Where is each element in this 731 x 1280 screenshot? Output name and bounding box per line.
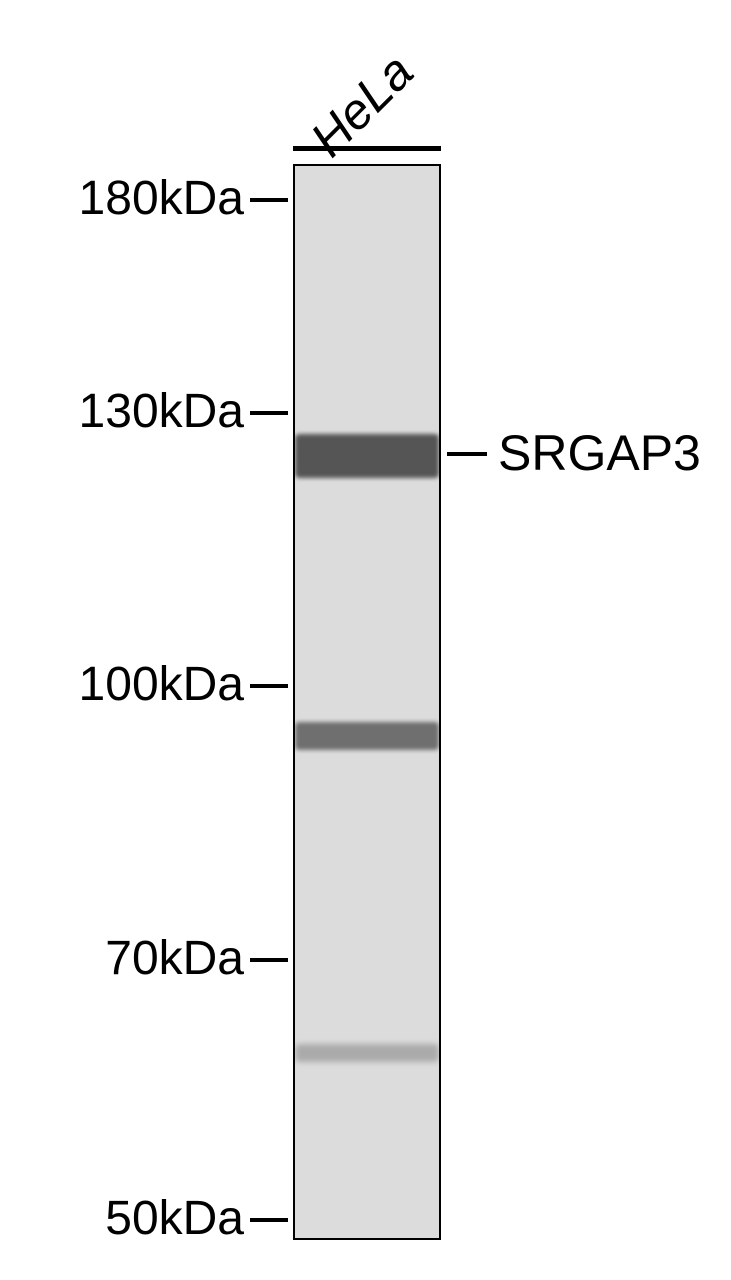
band-secondary-1	[295, 722, 439, 750]
mw-label-2: 100kDa	[79, 657, 244, 712]
target-tick	[447, 452, 487, 456]
western-blot-figure: HeLa 180kDa 130kDa 100kDa 70kDa 50kDa SR…	[0, 0, 731, 1280]
mw-tick-4	[250, 1218, 288, 1222]
mw-label-4: 50kDa	[105, 1191, 244, 1246]
target-label: SRGAP3	[498, 424, 701, 482]
mw-label-1: 130kDa	[79, 384, 244, 439]
mw-tick-3	[250, 958, 288, 962]
mw-tick-1	[250, 411, 288, 415]
band-main	[295, 434, 439, 478]
mw-label-3: 70kDa	[105, 931, 244, 986]
blot-lane	[293, 164, 441, 1240]
mw-tick-0	[250, 198, 288, 202]
band-secondary-2	[295, 1044, 439, 1062]
mw-tick-2	[250, 684, 288, 688]
lane-underline	[293, 146, 441, 151]
mw-label-0: 180kDa	[79, 171, 244, 226]
